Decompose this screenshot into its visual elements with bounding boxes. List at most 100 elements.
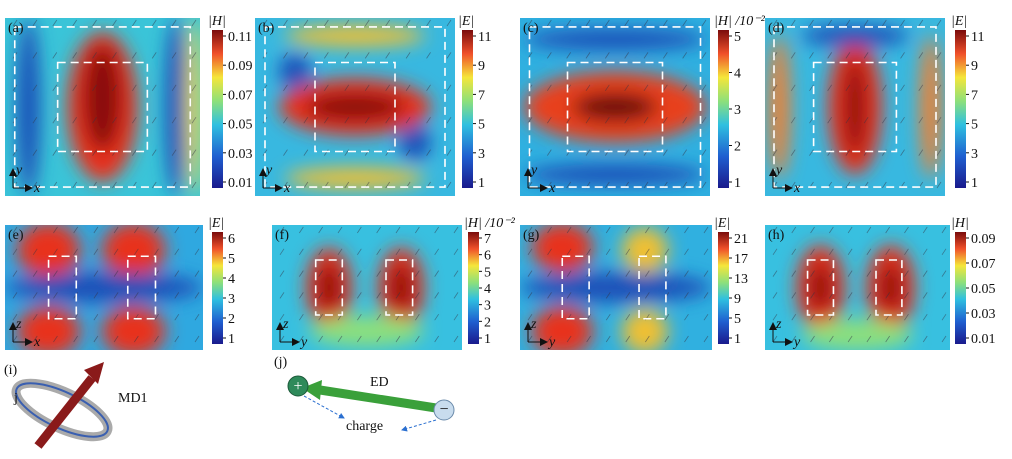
colorbar-tick-label: 0.09	[971, 232, 996, 247]
axis-label: x	[793, 181, 801, 196]
panel-label: (h)	[768, 228, 785, 243]
axis-label: y	[774, 163, 783, 178]
field-panel: (b)yx|E|1197531	[255, 14, 491, 196]
colorbar-tick-label: 11	[971, 30, 984, 45]
field-blob	[520, 273, 712, 303]
axis-label: y	[14, 163, 23, 178]
panel-label: (g)	[523, 228, 540, 243]
field-blob	[285, 25, 425, 46]
field-blob	[399, 125, 431, 161]
panel-label: (b)	[258, 21, 275, 36]
field-map	[255, 18, 455, 196]
colorbar-title: |H|	[208, 14, 226, 29]
axis-label: z	[15, 317, 22, 332]
field-blob	[573, 93, 657, 121]
colorbar-tick-label: 3	[484, 299, 491, 314]
colorbar-tick-label: 2	[484, 315, 491, 330]
field-blob	[524, 29, 706, 50]
figure: (i) j MD1 (j) + − ED charge (a)yx|H|0.11…	[0, 0, 1012, 454]
colorbar-tick-label: 1	[734, 176, 741, 191]
colorbar	[955, 30, 966, 188]
colorbar-tick-label: 6	[228, 232, 235, 247]
field-blob	[17, 223, 80, 278]
field-blob	[802, 320, 913, 350]
field-blob	[305, 93, 405, 121]
dipole-arrow	[320, 390, 436, 408]
field-blob	[801, 25, 909, 46]
colorbar-tick-label: 0.03	[228, 147, 253, 162]
colorbar-tick-label: 1	[484, 332, 491, 347]
field-blob	[83, 45, 122, 152]
colorbar-title: |H| /10⁻²	[464, 216, 516, 231]
dipole-label: MD1	[118, 391, 148, 406]
axis-label: y	[299, 335, 308, 350]
field-panel: (f)zy|H| /10⁻²7654321	[272, 216, 516, 350]
colorbar	[212, 232, 223, 344]
colorbar-tick-label: 5	[228, 252, 235, 267]
current-label: j	[13, 391, 18, 406]
colorbar-tick-label: 1	[971, 176, 978, 191]
colorbar	[468, 232, 479, 344]
colorbar-title: |H| /10⁻²	[714, 14, 766, 29]
field-blob	[880, 263, 902, 313]
colorbar-tick-label: 0.01	[228, 176, 253, 191]
axis-label: z	[282, 317, 289, 332]
axis-label: y	[529, 163, 538, 178]
axis-label: y	[792, 335, 801, 350]
plus-sign: +	[293, 378, 302, 395]
colorbar	[718, 30, 729, 188]
colorbar-tick-label: 0.11	[228, 30, 252, 45]
minus-sign: −	[439, 401, 448, 418]
panel-label: (f)	[275, 228, 289, 243]
field-blob	[186, 18, 202, 196]
colorbar-tick-label: 9	[971, 59, 978, 74]
colorbar	[955, 232, 966, 344]
colorbar-tick-label: 2	[228, 312, 235, 327]
charge-label: charge	[346, 419, 383, 434]
colorbar-tick-label: 11	[478, 30, 491, 45]
colorbar-tick-label: 17	[734, 252, 748, 267]
colorbar-tick-label: 4	[484, 282, 491, 297]
axis-label: x	[283, 181, 291, 196]
field-blob	[318, 263, 341, 313]
field-blob	[809, 263, 831, 313]
colorbar-tick-label: 7	[478, 88, 485, 103]
field-panel: (h)zy|H|0.090.070.050.030.01	[765, 216, 996, 350]
colorbar-tick-label: 0.03	[971, 307, 996, 322]
axis-label: x	[33, 181, 41, 196]
colorbar-tick-label: 21	[734, 232, 748, 247]
colorbar-tick-label: 0.07	[971, 257, 996, 272]
axis-label: y	[547, 335, 556, 350]
colorbar-title: |E|	[714, 216, 730, 231]
colorbar-tick-label: 4	[228, 272, 235, 287]
colorbar-tick-label: 0.05	[971, 282, 996, 297]
colorbar-tick-label: 7	[971, 88, 978, 103]
colorbar-title: |E|	[458, 14, 474, 29]
colorbar-tick-label: 5	[478, 118, 485, 133]
field-blob	[310, 316, 424, 346]
colorbar-tick-label: 0.07	[228, 88, 253, 103]
colorbar-tick-label: 3	[971, 147, 978, 162]
schematic-i: (i) j MD1	[4, 362, 148, 447]
field-map	[765, 18, 945, 196]
colorbar-tick-label: 9	[734, 292, 741, 307]
colorbar-tick-label: 7	[484, 232, 491, 247]
field-blob	[844, 57, 866, 157]
colorbar-tick-label: 1	[734, 332, 741, 347]
colorbar-tick-label: 3	[228, 292, 235, 307]
colorbar-tick-label: 0.01	[971, 332, 996, 347]
field-blob	[5, 273, 203, 303]
panel-label: (e)	[8, 228, 24, 243]
field-blob	[390, 263, 413, 313]
colorbar-tick-label: 9	[478, 59, 485, 74]
axis-label: x	[548, 181, 556, 196]
colorbar-tick-label: 0.05	[228, 118, 253, 133]
panel-label: (a)	[8, 21, 24, 36]
colorbar-tick-label: 5	[734, 312, 741, 327]
colorbar-tick-label: 6	[484, 249, 491, 264]
field-map	[5, 18, 202, 196]
colorbar-tick-label: 3	[478, 147, 485, 162]
colorbar-tick-label: 5	[734, 30, 741, 45]
axis-label: z	[530, 317, 537, 332]
